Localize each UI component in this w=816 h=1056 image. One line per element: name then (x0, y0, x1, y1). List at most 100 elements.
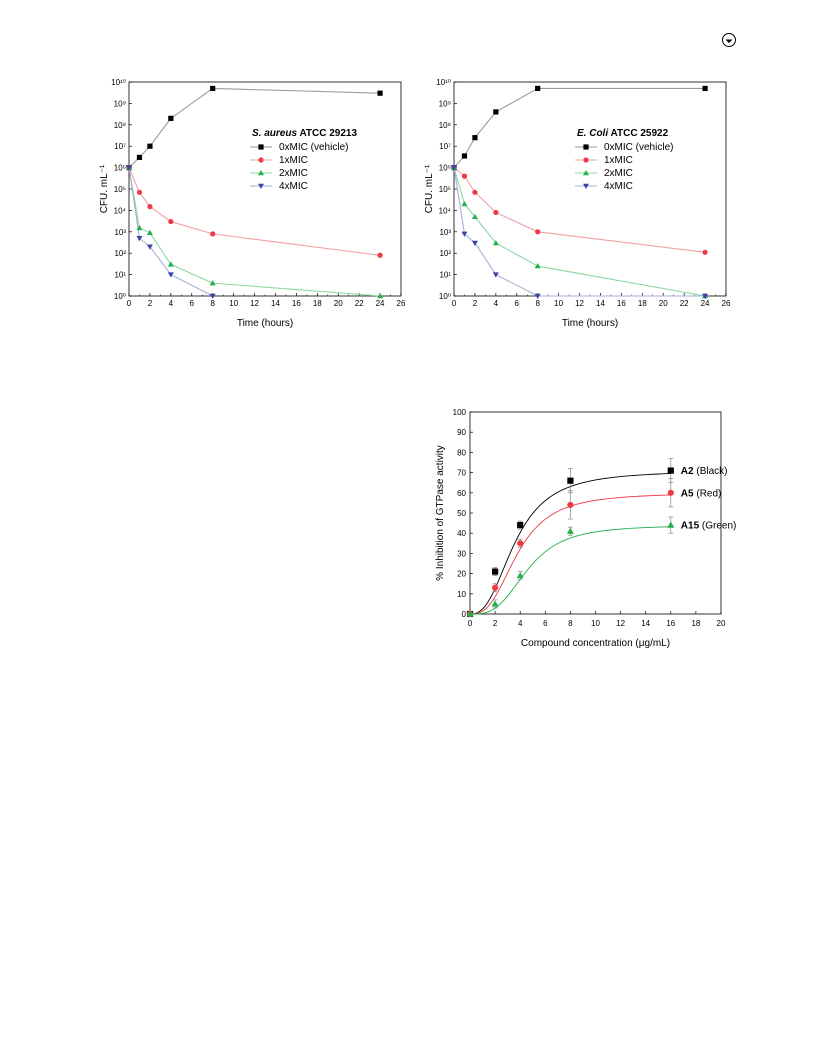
x-tick-label: 8 (568, 619, 573, 628)
legend-title-part: ATCC 29213 (297, 128, 357, 139)
data-point (147, 143, 153, 149)
x-tick-label: 8 (210, 299, 215, 308)
legend-label: 4xMIC (279, 181, 308, 192)
y-tick-label: 20 (457, 570, 466, 579)
data-point (461, 173, 468, 179)
legend-marker (258, 183, 264, 189)
data-point (451, 165, 457, 171)
y-tick-label: 10¹⁰ (436, 78, 451, 87)
x-axis-label: Time (hours) (237, 318, 293, 329)
x-tick-label: 18 (313, 299, 322, 308)
data-point (461, 231, 468, 237)
x-tick-label: 16 (617, 299, 626, 308)
data-point (377, 90, 383, 96)
y-tick-label: 10⁸ (439, 121, 451, 130)
y-tick-label: 10⁷ (114, 142, 126, 151)
y-tick-label: 10² (439, 249, 451, 258)
data-point (471, 213, 478, 220)
legend-marker (258, 170, 264, 176)
y-tick-label: 80 (457, 448, 466, 457)
series-line (453, 167, 706, 253)
y-tick-label: 0 (462, 610, 467, 619)
x-tick-label: 20 (717, 619, 726, 628)
x-tick-label: 0 (452, 299, 457, 308)
data-point (377, 293, 384, 299)
y-axis-label: CFU. mL⁻¹ (424, 164, 435, 213)
data-point (702, 85, 708, 92)
x-tick-label: 16 (292, 299, 301, 308)
y-tick-label: 10² (114, 249, 126, 258)
y-tick-label: 10⁵ (114, 185, 126, 194)
data-point (167, 261, 174, 267)
data-point (667, 489, 674, 496)
legend-label: 4xMIC (604, 181, 633, 192)
y-tick-label: 50 (457, 509, 466, 518)
legend-title-part: S. aureus (252, 128, 297, 139)
series-label-code: A2 (681, 466, 694, 477)
x-tick-label: 22 (355, 299, 364, 308)
x-tick-label: 0 (468, 619, 473, 628)
data-point (461, 153, 468, 159)
data-point (167, 272, 174, 278)
legend-marker (583, 170, 589, 176)
x-tick-label: 22 (680, 299, 689, 308)
series-label-code: A15 (681, 521, 700, 532)
y-tick-label: 60 (457, 489, 466, 498)
data-point (492, 239, 499, 246)
y-tick-label: 10⁰ (439, 292, 451, 301)
data-point (209, 293, 216, 299)
series-label-color: (Red) (694, 488, 722, 499)
x-tick-label: 24 (376, 299, 385, 308)
y-tick-label: 90 (457, 428, 466, 437)
data-point (210, 85, 216, 92)
y-tick-label: 10⁴ (114, 206, 127, 215)
data-point (136, 225, 143, 231)
x-tick-label: 16 (666, 619, 675, 628)
data-point (534, 263, 541, 269)
data-point (667, 521, 675, 528)
x-tick-label: 2 (148, 299, 153, 308)
chart-gtpase-inhibition: 0 2 4 6 8 10 12 14 16 18 20 0 10 20 30 40 50 60 70 80 90 100 C… (425, 398, 755, 668)
x-tick-label: 18 (638, 299, 647, 308)
y-tick-label: 10 (457, 590, 466, 599)
data-point (472, 189, 478, 195)
data-point (492, 584, 499, 591)
x-tick-label: 26 (397, 299, 406, 308)
legend-label: 1xMIC (279, 155, 308, 166)
y-tick-label: 100 (453, 408, 467, 417)
legend-label: 1xMIC (604, 155, 633, 166)
data-point (126, 165, 132, 171)
y-tick-label: 70 (457, 469, 466, 478)
x-tick-label: 2 (473, 299, 478, 308)
legend-marker (583, 183, 589, 189)
y-tick-label: 40 (457, 529, 466, 538)
data-point (702, 293, 709, 299)
data-point (461, 200, 468, 207)
legend-title: S. aureus ATCC 29213 (252, 128, 357, 139)
y-tick-label: 10⁷ (439, 142, 451, 151)
x-tick-label: 10 (554, 299, 563, 308)
y-tick-label: 30 (457, 549, 466, 558)
data-point (168, 218, 174, 225)
y-tick-label: 10⁰ (114, 292, 126, 301)
legend-label: 0xMIC (vehicle) (279, 142, 348, 153)
legend-label: 2xMIC (604, 168, 633, 179)
series-label-code: A5 (681, 488, 694, 499)
x-tick-label: 14 (641, 619, 650, 628)
x-tick-label: 26 (722, 299, 731, 308)
series-line (453, 167, 706, 297)
data-point (210, 231, 216, 237)
data-point (146, 229, 153, 235)
x-tick-label: 12 (616, 619, 625, 628)
y-axis-label: % Inhibition of GTPase activity (435, 445, 446, 581)
x-tick-label: 6 (190, 299, 195, 308)
data-point (472, 135, 478, 141)
data-point (534, 293, 541, 299)
x-tick-label: 6 (515, 299, 520, 308)
data-point (566, 527, 574, 534)
series-label: A15 (Green) (681, 521, 737, 532)
x-tick-label: 12 (250, 299, 259, 308)
data-point (471, 240, 478, 246)
y-tick-label: 10⁵ (439, 185, 451, 194)
legend-label: 0xMIC (vehicle) (604, 142, 673, 153)
